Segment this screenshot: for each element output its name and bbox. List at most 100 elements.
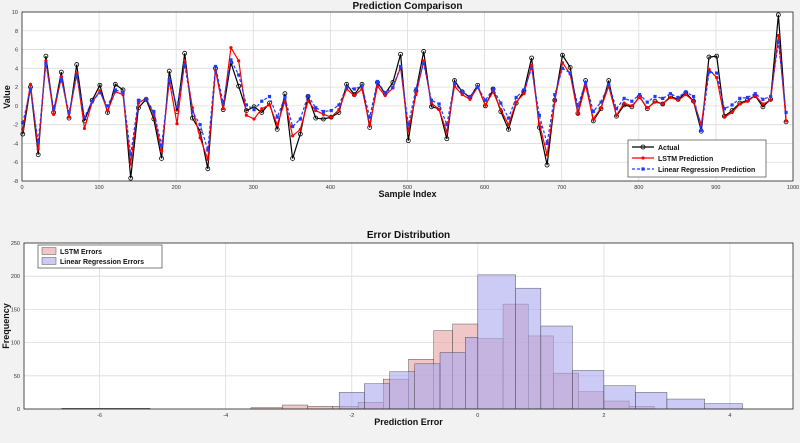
data-point xyxy=(668,92,673,96)
data-point xyxy=(676,95,680,100)
histogram-bar-1 xyxy=(704,403,743,410)
data-point xyxy=(637,93,642,97)
plot2-x-tick-label: -4 xyxy=(223,413,228,419)
data-point xyxy=(676,98,680,102)
data-point xyxy=(661,102,665,106)
data-point xyxy=(129,153,133,157)
data-point xyxy=(368,115,372,119)
data-point xyxy=(175,105,179,109)
data-point xyxy=(90,99,94,103)
legend-marker xyxy=(641,167,645,171)
plot1-y-tick-label: 0 xyxy=(15,104,18,110)
data-point xyxy=(337,108,341,112)
data-point xyxy=(545,153,549,157)
data-point xyxy=(637,95,642,100)
data-point xyxy=(297,131,303,137)
legend-label-1: LSTM Prediction xyxy=(658,156,713,163)
data-point xyxy=(537,122,541,126)
data-point xyxy=(414,87,418,91)
data-point xyxy=(784,110,788,115)
data-point xyxy=(105,104,110,108)
histogram-bar-1 xyxy=(414,363,441,410)
data-point xyxy=(260,99,264,103)
data-point xyxy=(67,115,71,119)
data-point xyxy=(560,61,565,65)
plot1-legend: Actual LSTM Prediction Linear Regression P… xyxy=(627,139,767,178)
histogram-bar-1 xyxy=(389,371,416,410)
plot1-y-tick-label: 8 xyxy=(15,29,18,35)
data-point xyxy=(614,113,619,117)
data-point xyxy=(67,110,71,115)
data-point xyxy=(97,82,103,88)
data-point xyxy=(206,148,210,152)
data-point xyxy=(398,64,403,69)
data-point xyxy=(514,100,518,104)
data-point xyxy=(221,101,225,105)
data-point xyxy=(730,103,734,107)
data-point xyxy=(691,94,696,99)
data-point xyxy=(421,49,427,54)
data-point xyxy=(684,93,688,97)
data-point xyxy=(152,109,156,114)
data-point xyxy=(267,94,272,99)
data-point xyxy=(584,80,588,85)
plot1-x-tick-label: 1000 xyxy=(787,185,799,191)
data-point xyxy=(74,62,80,67)
plot1-frame xyxy=(21,11,794,182)
data-point xyxy=(706,54,712,60)
data-point xyxy=(422,59,426,63)
data-point xyxy=(530,66,534,70)
data-point xyxy=(182,50,188,56)
data-point xyxy=(707,70,711,74)
data-point xyxy=(267,103,272,107)
data-point xyxy=(514,95,518,100)
legend-swatch-0 xyxy=(41,247,57,255)
plot2-legend: LSTM Errors Linear Regression Errors xyxy=(37,244,163,269)
data-point xyxy=(198,123,202,127)
data-point xyxy=(313,115,319,121)
plot2-legend-box xyxy=(37,244,163,269)
data-point xyxy=(291,124,295,129)
data-point xyxy=(344,85,349,89)
data-point xyxy=(21,121,25,125)
plot1-x-tick-label: 300 xyxy=(249,185,258,191)
data-point xyxy=(405,138,411,144)
data-point xyxy=(58,69,64,75)
histogram-bar-1 xyxy=(465,337,479,410)
plot1-y-axis-label: Value xyxy=(2,85,12,109)
plot1-y-tick-label: 6 xyxy=(15,48,18,54)
data-point xyxy=(722,115,726,119)
data-point xyxy=(599,100,603,104)
data-point xyxy=(237,59,241,63)
data-point xyxy=(244,113,248,117)
data-point xyxy=(653,94,657,99)
data-point xyxy=(159,149,164,153)
data-point xyxy=(537,113,541,117)
plot1-title: Prediction Comparison xyxy=(352,1,462,12)
data-point xyxy=(105,108,110,113)
data-point xyxy=(553,93,557,97)
data-point xyxy=(229,46,233,50)
plot2-y-tick-label: 150 xyxy=(11,307,20,313)
plot1-y-tick-label: -2 xyxy=(13,123,18,129)
data-point xyxy=(568,71,572,75)
plot1-x-tick-label: 100 xyxy=(95,185,104,191)
data-point xyxy=(653,100,657,104)
plot2-x-tick-label: 0 xyxy=(476,413,479,419)
histogram-bar-1 xyxy=(439,352,466,410)
plot1-x-tick-label: 200 xyxy=(172,185,181,191)
data-point xyxy=(206,157,210,162)
plot1-x-tick-label: 500 xyxy=(403,185,412,191)
data-point xyxy=(290,156,296,161)
data-point xyxy=(52,107,56,111)
data-point xyxy=(522,92,526,96)
data-point xyxy=(75,71,79,75)
plot2-y-axis-label: Frequency xyxy=(1,303,11,349)
plot2-title: Error Distribution xyxy=(367,230,450,241)
data-point xyxy=(198,136,202,140)
data-point xyxy=(368,123,372,127)
data-point xyxy=(20,131,26,137)
plot1-y-tick-label: -8 xyxy=(13,179,18,185)
data-point xyxy=(329,108,333,113)
